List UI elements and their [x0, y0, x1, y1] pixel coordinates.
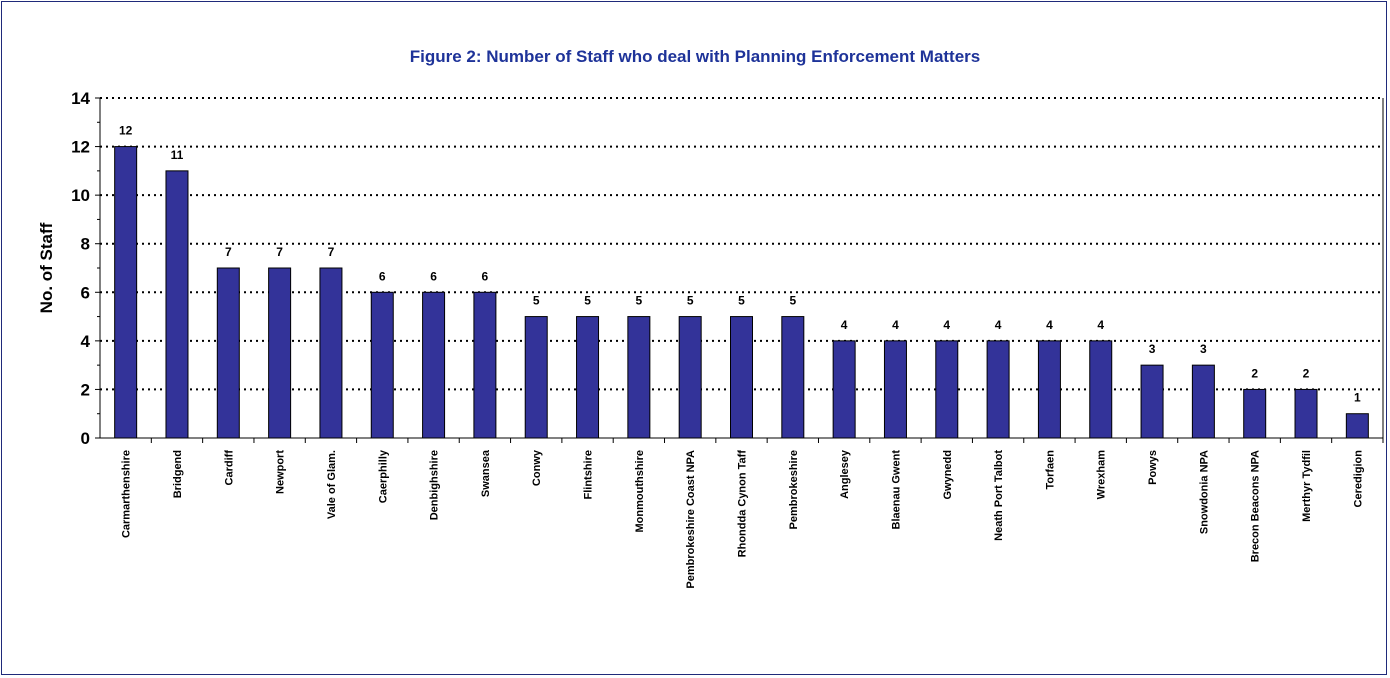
data-label: 2 [1303, 366, 1310, 380]
data-label: 5 [738, 294, 745, 308]
bar [1191, 364, 1215, 439]
bar [524, 316, 548, 439]
x-tick-label: Anglesey [839, 449, 851, 499]
x-tick-label: Flintshire [583, 450, 595, 500]
y-tick-label: 12 [71, 138, 90, 157]
chart-title: Figure 2: Number of Staff who deal with … [409, 47, 981, 66]
data-label: 4 [943, 318, 950, 332]
bar [883, 340, 907, 439]
data-label: 4 [995, 318, 1002, 332]
x-tick-label: Vale of Glam. [326, 450, 338, 519]
data-label: 2 [1251, 366, 1258, 380]
bar [730, 316, 753, 439]
x-tick-label: Caerphilly [377, 449, 389, 503]
bar [1294, 388, 1318, 439]
data-label: 7 [225, 245, 232, 259]
bar [678, 316, 702, 439]
bar [986, 340, 1010, 439]
data-label: 6 [482, 269, 489, 283]
x-tick-label: Newport [275, 450, 287, 494]
y-axis-title: No. of Staff [37, 222, 56, 313]
x-tick-label: Rhondda Cynon Taff [737, 450, 749, 558]
data-label: 5 [533, 294, 540, 308]
data-label: 4 [1097, 318, 1104, 332]
data-label: 4 [892, 318, 899, 332]
bar [473, 291, 497, 439]
data-label: 3 [1200, 342, 1207, 356]
x-tick-label: Bridgend [172, 450, 184, 498]
x-tick-label: Gwynedd [942, 450, 954, 500]
y-tick-label: 6 [81, 283, 90, 302]
y-tick-label: 14 [71, 89, 90, 108]
bar [781, 316, 805, 439]
data-label: 11 [171, 148, 184, 162]
x-tick-label: Powys [1147, 450, 1159, 485]
bar [268, 267, 292, 439]
bar [576, 316, 600, 439]
x-tick-label: Neath Port Talbot [993, 450, 1005, 541]
bar [935, 340, 959, 439]
y-tick-label: 4 [81, 332, 91, 351]
x-tick-label: Ceredigion [1352, 450, 1364, 508]
data-label: 7 [276, 245, 283, 259]
bar [319, 267, 343, 439]
bar [422, 291, 446, 439]
x-tick-label: Merthyr Tydfil [1301, 450, 1313, 522]
x-tick-label: Carmarthenshire [121, 450, 133, 538]
data-label: 6 [379, 269, 386, 283]
bar [627, 316, 651, 439]
bar [165, 170, 189, 439]
data-label: 7 [328, 245, 335, 259]
data-label: 1 [1354, 391, 1361, 405]
x-tick-label: Denbighshire [429, 450, 441, 520]
x-tick-label: Monmouthshire [634, 450, 646, 533]
x-tick-label: Brecon Beacons NPA [1250, 450, 1262, 562]
x-tick-label: Swansea [480, 449, 492, 497]
x-tick-label: Blaenau Gwent [890, 450, 902, 530]
data-label: 6 [430, 269, 437, 283]
bar [370, 291, 394, 439]
bar [1037, 340, 1061, 439]
x-tick-label: Wrexham [1096, 450, 1108, 500]
data-label: 5 [789, 294, 796, 308]
x-tick-label: Torfaen [1044, 450, 1056, 490]
x-tick-label: Pembrokeshire Coast NPA [685, 450, 697, 589]
data-label: 5 [636, 294, 643, 308]
bar [114, 146, 138, 439]
bar [1140, 364, 1164, 439]
data-label: 4 [841, 318, 848, 332]
y-tick-label: 10 [71, 186, 90, 205]
bar [216, 267, 240, 439]
y-tick-label: 0 [81, 429, 90, 448]
y-tick-label: 8 [81, 235, 90, 254]
data-label: 3 [1149, 342, 1156, 356]
x-tick-label: Snowdonia NPA [1198, 450, 1210, 534]
bar [1089, 340, 1113, 439]
x-tick-label: Conwy [531, 449, 543, 486]
y-tick-label: 2 [81, 380, 90, 399]
x-tick-label: Cardiff [223, 450, 235, 486]
data-label: 4 [1046, 318, 1053, 332]
x-tick-label: Pembrokeshire [788, 450, 800, 529]
bar [1243, 388, 1267, 439]
data-label: 5 [687, 294, 694, 308]
bar [1345, 413, 1369, 439]
data-label: 5 [584, 294, 591, 308]
data-label: 12 [119, 124, 133, 138]
bar [832, 340, 856, 439]
